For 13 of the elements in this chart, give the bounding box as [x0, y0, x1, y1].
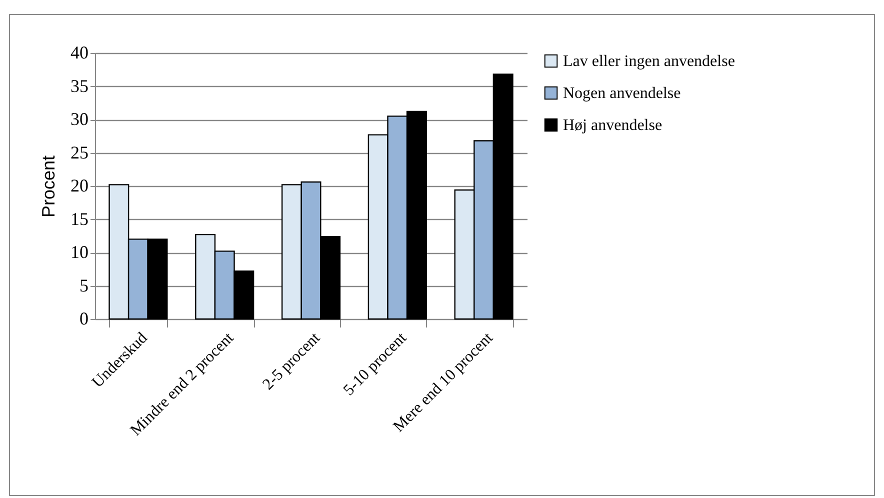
y-tick-label: 0 — [80, 308, 88, 328]
y-tick-label: 25 — [70, 142, 88, 162]
y-tick-label: 20 — [70, 176, 88, 196]
legend-label: Høj anvendelse — [563, 117, 662, 134]
y-tick-label: 5 — [80, 275, 88, 296]
legend-label: Nogen anvendelse — [563, 85, 681, 102]
y-tick-label: 15 — [70, 208, 88, 229]
legend-label: Lav eller ingen anvendelse — [563, 53, 735, 70]
y-tick-label: 30 — [70, 109, 88, 129]
y-axis-title: Procent — [38, 155, 58, 218]
y-tick-label: 10 — [70, 242, 88, 262]
y-tick-label: 40 — [70, 42, 88, 62]
y-tick-label: 35 — [70, 76, 88, 96]
